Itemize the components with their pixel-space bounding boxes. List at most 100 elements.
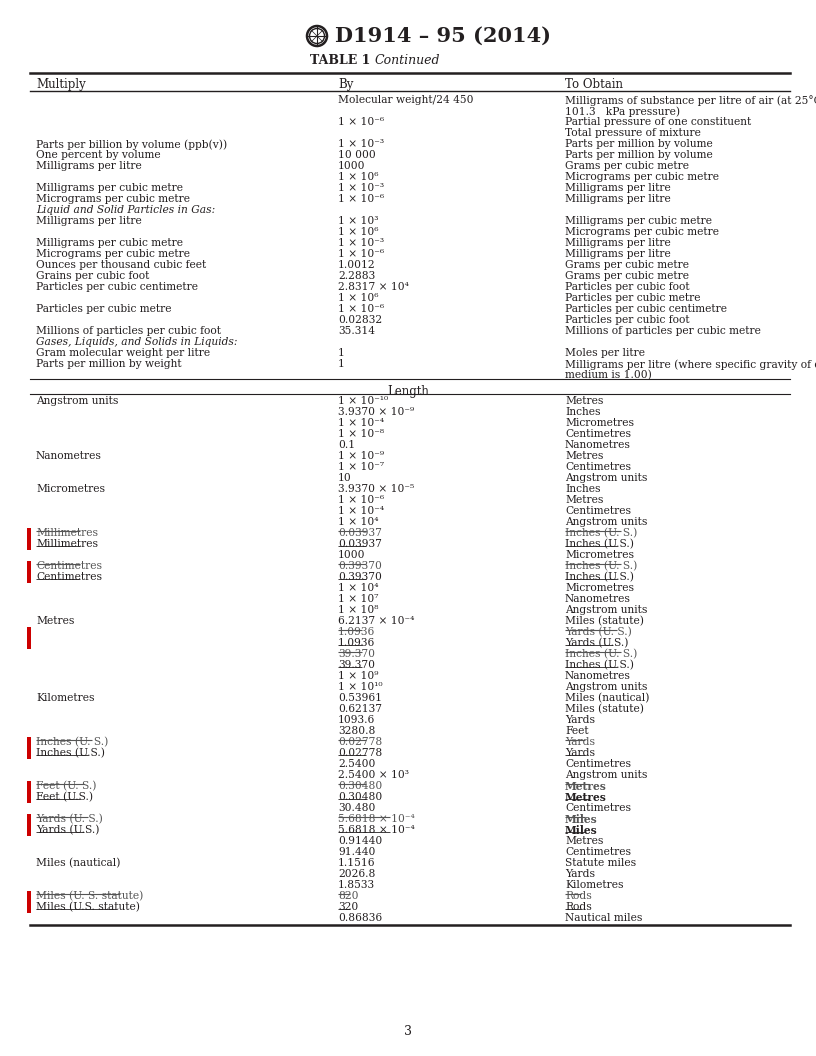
Text: Grams per cubic metre: Grams per cubic metre — [565, 161, 689, 171]
Text: 0.86836: 0.86836 — [338, 913, 382, 923]
Text: Inches (U. S.): Inches (U. S.) — [565, 528, 637, 539]
Text: Centimetres: Centimetres — [565, 803, 631, 813]
Text: 1000: 1000 — [338, 161, 366, 171]
Text: 1.8533: 1.8533 — [338, 880, 375, 890]
Text: 1 × 10⁻³: 1 × 10⁻³ — [338, 238, 384, 248]
Text: Parts per million by volume: Parts per million by volume — [565, 139, 712, 149]
Text: 0.02832: 0.02832 — [338, 315, 382, 325]
Text: Feet (U. S.): Feet (U. S.) — [36, 781, 96, 791]
Text: Centimetres: Centimetres — [565, 429, 631, 439]
Bar — [27, 814, 30, 836]
Text: 1093.6: 1093.6 — [338, 715, 375, 725]
Text: 1 × 10⁻⁶: 1 × 10⁻⁶ — [338, 495, 384, 505]
Text: Grams per cubic metre: Grams per cubic metre — [565, 271, 689, 281]
Text: Nanometres: Nanometres — [565, 671, 631, 681]
Text: Millions of particles per cubic foot: Millions of particles per cubic foot — [36, 326, 221, 336]
Text: Micrometres: Micrometres — [565, 550, 634, 560]
Text: Inches: Inches — [565, 407, 601, 417]
Text: Millions of particles per cubic metre: Millions of particles per cubic metre — [565, 326, 761, 336]
Text: Grains per cubic foot: Grains per cubic foot — [36, 271, 149, 281]
Text: Centimetres: Centimetres — [565, 847, 631, 857]
Text: 1 × 10⁻⁶: 1 × 10⁻⁶ — [338, 249, 384, 259]
Text: Metres: Metres — [565, 495, 603, 505]
Text: Total pressure of mixture: Total pressure of mixture — [565, 128, 701, 138]
Text: Inches (U. S.): Inches (U. S.) — [36, 737, 109, 748]
Text: Particles per cubic foot: Particles per cubic foot — [565, 282, 690, 293]
Text: Kilometres: Kilometres — [565, 880, 623, 890]
Text: Milligrams of substance per litre of air (at 25°C and: Milligrams of substance per litre of air… — [565, 95, 816, 106]
Text: Yards (U. S.): Yards (U. S.) — [565, 627, 632, 638]
Text: Milligrams per litre: Milligrams per litre — [565, 238, 671, 248]
Bar — [27, 891, 30, 913]
Text: Yards: Yards — [565, 869, 595, 879]
Text: Millimetres: Millimetres — [36, 539, 98, 549]
Text: 0.1: 0.1 — [338, 440, 355, 450]
Text: 1 × 10³: 1 × 10³ — [338, 216, 379, 226]
Text: Metres: Metres — [565, 781, 607, 792]
Text: Gases, Liquids, and Solids in Liquids:: Gases, Liquids, and Solids in Liquids: — [36, 337, 237, 347]
Text: Miles (nautical): Miles (nautical) — [36, 857, 121, 868]
Text: 820: 820 — [338, 891, 358, 901]
Text: 101.3   kPa pressure): 101.3 kPa pressure) — [565, 106, 680, 116]
Text: Micrograms per cubic metre: Micrograms per cubic metre — [565, 172, 719, 182]
Text: 1 × 10⁸: 1 × 10⁸ — [338, 605, 379, 615]
Text: 1: 1 — [338, 348, 345, 358]
Text: Ounces per thousand cubic feet: Ounces per thousand cubic feet — [36, 260, 206, 270]
Text: Yards (U.S.): Yards (U.S.) — [36, 825, 100, 835]
Text: Angstrom units: Angstrom units — [565, 605, 647, 615]
Text: Milligrams per cubic metre: Milligrams per cubic metre — [36, 238, 183, 248]
Text: Micrograms per cubic metre: Micrograms per cubic metre — [36, 194, 190, 204]
Text: Centimetres: Centimetres — [36, 572, 102, 582]
Text: Nanometres: Nanometres — [565, 593, 631, 604]
Text: 1 × 10⁻⁶: 1 × 10⁻⁶ — [338, 117, 384, 127]
Text: Miles: Miles — [565, 825, 597, 836]
Text: 1 × 10⁻⁶: 1 × 10⁻⁶ — [338, 194, 384, 204]
Text: 10: 10 — [338, 473, 352, 483]
Text: Metres: Metres — [565, 792, 607, 803]
Text: Grams per cubic metre: Grams per cubic metre — [565, 260, 689, 270]
Text: Multiply: Multiply — [36, 78, 86, 91]
Text: Particles per cubic centimetre: Particles per cubic centimetre — [565, 304, 727, 314]
Text: Micrograms per cubic metre: Micrograms per cubic metre — [36, 249, 190, 259]
Text: 1 × 10⁻³: 1 × 10⁻³ — [338, 183, 384, 193]
Text: Particles per cubic metre: Particles per cubic metre — [565, 293, 700, 303]
Text: 1: 1 — [338, 359, 345, 369]
Text: Milligrams per litre: Milligrams per litre — [36, 216, 142, 226]
Text: 0.02778: 0.02778 — [338, 748, 382, 758]
Text: Yards (U.S.): Yards (U.S.) — [565, 638, 628, 648]
Text: Parts per billion by volume (ppb(v)): Parts per billion by volume (ppb(v)) — [36, 139, 227, 150]
Text: 1 × 10⁻³: 1 × 10⁻³ — [338, 139, 384, 149]
Text: 3: 3 — [404, 1025, 412, 1038]
Text: Centimetres: Centimetres — [565, 506, 631, 516]
Text: Rods: Rods — [565, 902, 592, 912]
Text: 0.03937: 0.03937 — [338, 528, 382, 538]
Text: 1 × 10⁻⁹: 1 × 10⁻⁹ — [338, 451, 384, 461]
Text: Metres: Metres — [565, 396, 603, 406]
Text: Feet (U.S.): Feet (U.S.) — [36, 792, 93, 803]
Bar — [27, 781, 30, 803]
Text: 30.480: 30.480 — [338, 803, 375, 813]
Text: 1 × 10⁴: 1 × 10⁴ — [338, 517, 379, 527]
Text: Inches (U. S.): Inches (U. S.) — [565, 649, 637, 659]
Text: 1 × 10⁻⁶: 1 × 10⁻⁶ — [338, 304, 384, 314]
Text: TABLE 1: TABLE 1 — [309, 54, 370, 67]
Text: Nanometres: Nanometres — [36, 451, 102, 461]
Text: Inches: Inches — [565, 484, 601, 494]
Text: Inches (U.S.): Inches (U.S.) — [565, 572, 634, 582]
Text: Miles (statute): Miles (statute) — [565, 616, 644, 626]
Text: Rods: Rods — [565, 891, 592, 901]
Text: 1 × 10⁹: 1 × 10⁹ — [338, 671, 379, 681]
Text: Milligrams per litre: Milligrams per litre — [565, 249, 671, 259]
Text: One percent by volume: One percent by volume — [36, 150, 161, 161]
Text: Miles (nautical): Miles (nautical) — [565, 693, 650, 703]
Text: Partial pressure of one constituent: Partial pressure of one constituent — [565, 117, 752, 127]
Text: 5.6818 × 10⁻⁴: 5.6818 × 10⁻⁴ — [338, 825, 415, 835]
Text: Milligrams per cubic metre: Milligrams per cubic metre — [565, 216, 712, 226]
Text: 39.370: 39.370 — [338, 660, 375, 670]
Text: Length: Length — [387, 384, 429, 397]
Text: To Obtain: To Obtain — [565, 78, 623, 91]
Text: 1 × 10⁶: 1 × 10⁶ — [338, 172, 379, 182]
Text: Particles per cubic centimetre: Particles per cubic centimetre — [36, 282, 198, 293]
Text: Molecular weight/24 450: Molecular weight/24 450 — [338, 95, 473, 105]
Text: 3280.8: 3280.8 — [338, 727, 375, 736]
